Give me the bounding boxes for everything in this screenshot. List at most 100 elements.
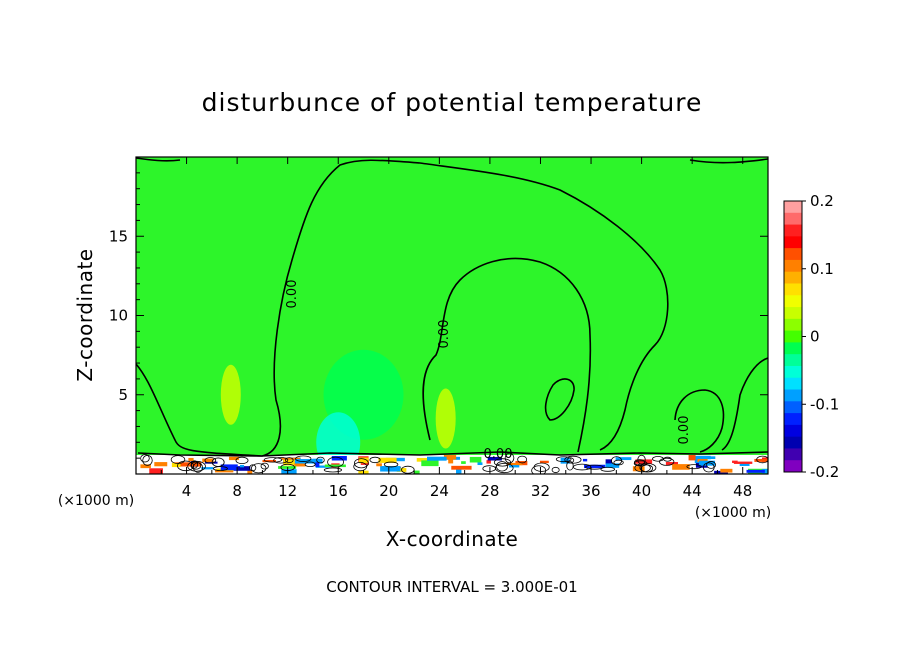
x-tick-label: 12 — [278, 482, 297, 500]
surface-blob — [582, 458, 588, 462]
anomaly-warm-anomaly — [220, 364, 241, 425]
surface-contour-cell — [190, 461, 202, 470]
surface-contour-cell — [756, 455, 768, 464]
surface-blob — [539, 460, 549, 464]
colorbar-tick-label: 0.1 — [810, 260, 834, 278]
colorbar-swatch — [784, 342, 802, 355]
surface-blob — [672, 464, 690, 470]
surface-contour-cell — [260, 462, 269, 470]
surface-contour-cell — [401, 465, 415, 474]
colorbar-swatch — [784, 448, 802, 461]
surface-blob — [262, 460, 276, 463]
surface-blob — [140, 464, 151, 469]
surface-contour-cell — [273, 456, 289, 464]
surface-blob — [220, 464, 238, 471]
colorbar-tick-label: -0.2 — [810, 463, 839, 481]
colorbar-swatch — [784, 401, 802, 414]
surface-blob — [688, 455, 696, 461]
x-unit-label-left: (×1000 m) — [58, 493, 134, 509]
surface-contour-cell — [686, 464, 702, 470]
colorbar-swatch — [784, 424, 802, 438]
surface-blob — [477, 462, 483, 466]
x-tick-label: 20 — [379, 482, 398, 500]
x-unit-label-right: (×1000 m) — [695, 505, 771, 521]
surface-contour-cell — [140, 454, 150, 463]
surface-contour-cell — [517, 455, 528, 464]
contour-interval-note: CONTOUR INTERVAL = 3.000E-01 — [326, 578, 577, 596]
surface-blob — [414, 470, 420, 474]
surface-blob — [615, 457, 632, 461]
surface-contour-cell — [585, 464, 604, 470]
colorbar-swatch — [784, 236, 802, 249]
surface-blob — [605, 463, 620, 468]
surface-blob — [746, 469, 765, 473]
colorbar-swatch — [784, 201, 802, 214]
surface-layer — [136, 452, 768, 474]
surface-contour-cell — [564, 455, 582, 464]
x-tick-label: 4 — [182, 482, 192, 500]
zero-contours — [136, 157, 768, 457]
surface-blob — [294, 463, 306, 467]
contour-labels: 0.00 0.00 0.00 0.00 — [285, 280, 692, 462]
surface-blob — [358, 457, 369, 464]
plot-area: 0.00 0.00 0.00 0.00 — [136, 157, 768, 474]
surface-contour-cell — [251, 463, 267, 474]
surface-blob — [469, 456, 482, 463]
colorbar-swatch — [784, 283, 802, 296]
surface-blob — [149, 468, 163, 474]
surface-blob — [281, 457, 301, 460]
y-tick-label: 5 — [118, 386, 128, 404]
surface-blob — [233, 466, 251, 471]
surface-blob — [204, 461, 218, 464]
contour-cell-mid — [544, 378, 575, 421]
surface-blob — [739, 462, 750, 466]
contour-right — [721, 357, 768, 451]
surface-contour-cell — [706, 461, 716, 469]
surface-contour-cell — [533, 462, 550, 472]
surface-contour-cell — [263, 457, 283, 463]
colorbar-swatch — [784, 271, 802, 284]
surface-contour-cell — [555, 456, 572, 463]
x-tick-label: 8 — [232, 482, 242, 500]
surface-contour-cell — [304, 461, 316, 468]
surface-contour-cell — [316, 456, 325, 464]
x-tick-label: 28 — [480, 482, 499, 500]
y-tick-label: 15 — [109, 227, 128, 245]
surface-contour-cell — [659, 457, 675, 466]
surface-blob — [283, 459, 301, 466]
surface-contour-cell — [551, 466, 560, 473]
surface-contour-cell — [295, 455, 312, 462]
colorbar-swatch — [784, 295, 802, 308]
surface-contour-cell — [634, 463, 651, 473]
surface-blob — [487, 456, 502, 461]
surface-blob — [315, 462, 320, 468]
colorbar: 0.2 0.1 0 -0.1 -0.2 — [783, 192, 839, 481]
surface-blob — [312, 458, 323, 464]
x-tick-label: 48 — [733, 482, 752, 500]
surface-blob — [632, 466, 645, 472]
surface-contour-cell — [633, 460, 648, 467]
surface-blob — [665, 462, 679, 466]
surface-blob — [461, 461, 466, 464]
surface-blob — [509, 465, 520, 468]
y-tick-label: 10 — [109, 307, 128, 325]
surface-blob — [427, 456, 447, 461]
x-tick-label: 40 — [632, 482, 651, 500]
contour-top — [136, 157, 768, 164]
colorbar-swatch — [784, 307, 802, 320]
x-tick-label: 32 — [531, 482, 550, 500]
surface-blob — [451, 465, 472, 470]
x-tick-label: 24 — [430, 482, 449, 500]
surface-blob — [456, 469, 462, 474]
surface-contour-cell — [285, 457, 294, 464]
surface-contour-cell — [703, 462, 715, 473]
surface-contour-cell — [323, 467, 342, 473]
colorbar-swatch — [784, 318, 802, 332]
colorbar-swatch — [784, 436, 802, 449]
surface-contour-cell — [493, 458, 512, 467]
surface-blob — [720, 468, 733, 473]
surface-blob — [278, 466, 297, 469]
surface-blob — [201, 467, 214, 470]
surface-blob — [506, 462, 523, 466]
x-tick-label: 44 — [683, 482, 702, 500]
